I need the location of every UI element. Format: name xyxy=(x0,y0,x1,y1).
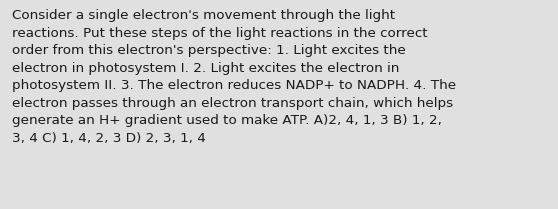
Text: Consider a single electron's movement through the light
reactions. Put these ste: Consider a single electron's movement th… xyxy=(12,9,456,145)
